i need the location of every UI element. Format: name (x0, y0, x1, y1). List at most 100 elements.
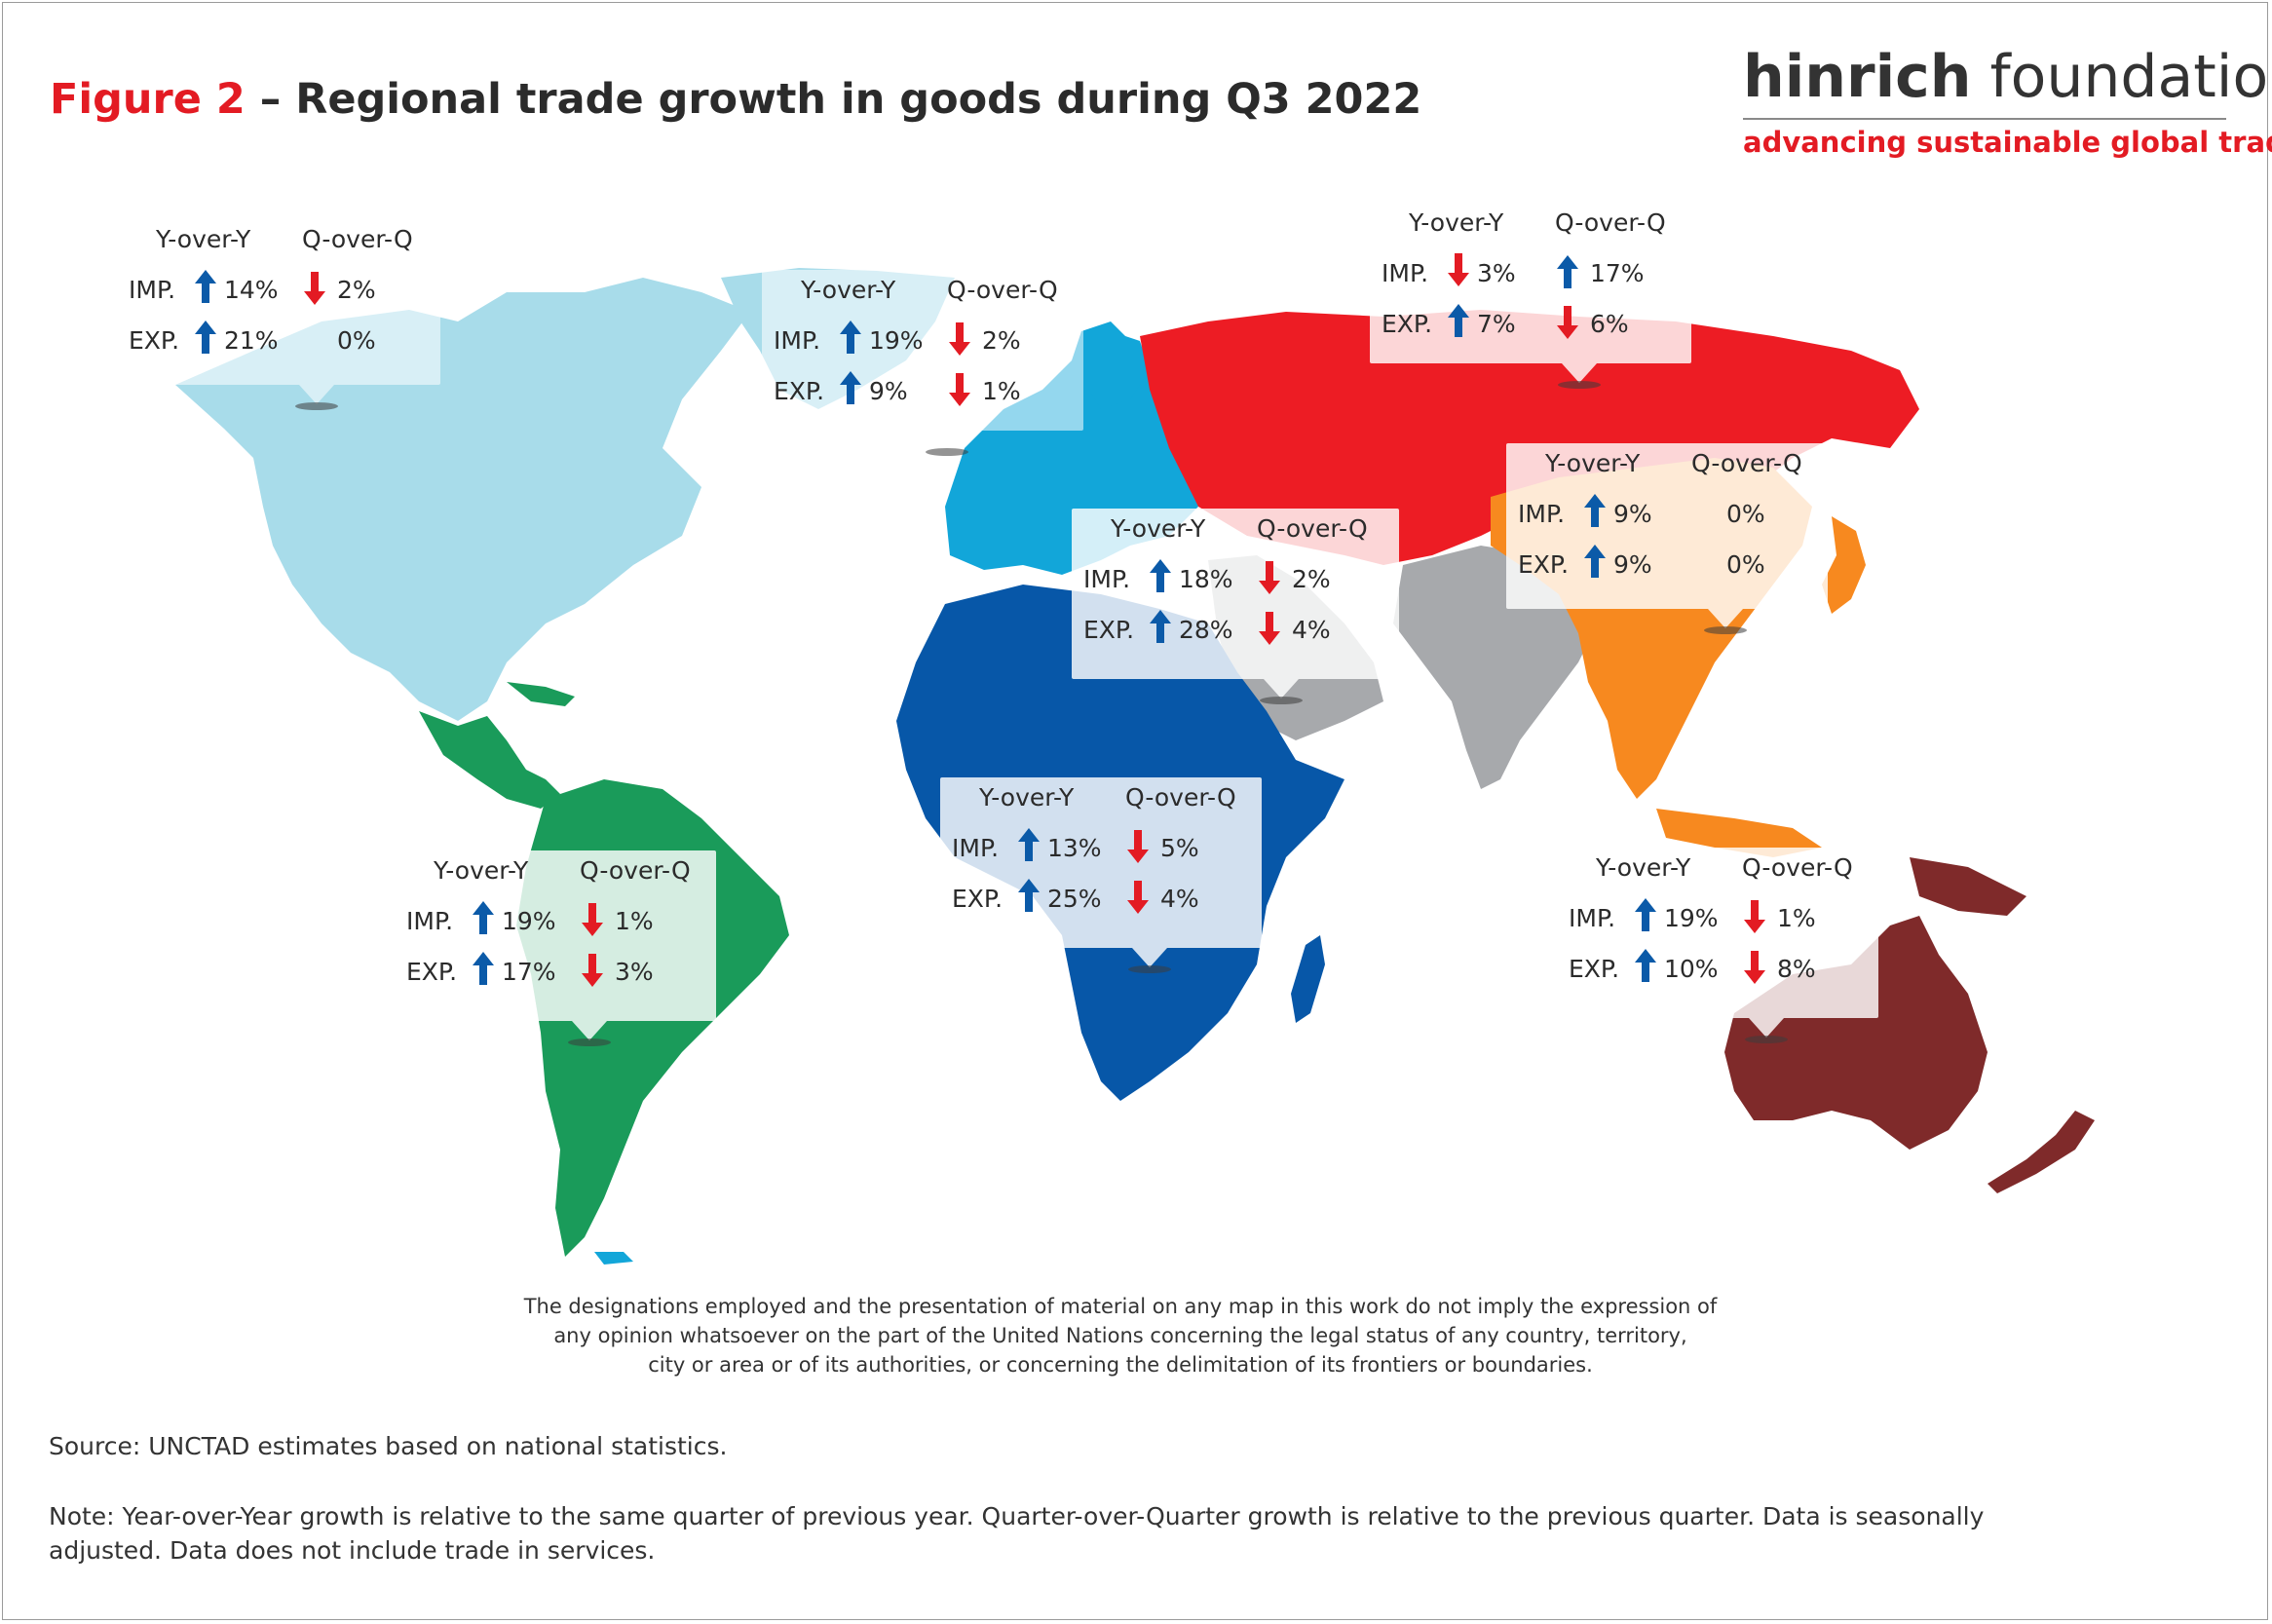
region-box-latin-america: Y-over-Y Q-over-Q IMP. 19% 1% EXP. 17% 3% (395, 850, 716, 1046)
exp-qoq-value: 3% (615, 958, 654, 986)
qoq-header: Q-over-Q (1742, 853, 1853, 882)
box-pointer-shadow (926, 448, 968, 456)
box-pointer-shadow (295, 402, 338, 410)
yoy-header: Y-over-Y (1409, 208, 1504, 237)
imp-qoq-value: 2% (337, 276, 376, 304)
yoy-header: Y-over-Y (1545, 449, 1641, 477)
arrow-down-icon (1259, 612, 1280, 645)
exp-yoy-value: 28% (1179, 616, 1233, 644)
arrow-up-icon (1018, 879, 1040, 912)
figure-title: Figure 2 – Regional trade growth in good… (50, 75, 1421, 124)
region-cis (1140, 310, 1919, 565)
arrow-down-icon (1744, 900, 1765, 933)
exp-yoy-value: 21% (224, 326, 279, 355)
disclaimer-line: any opinion whatsoever on the part of th… (553, 1324, 1687, 1347)
arrow-down-icon (582, 954, 603, 987)
imp-qoq-value: 2% (982, 326, 1021, 355)
box-pointer (1132, 948, 1167, 967)
qoq-header: Q-over-Q (302, 225, 413, 253)
box-pointer (299, 385, 334, 404)
imp-label: IMP. (1518, 500, 1566, 528)
qoq-header: Q-over-Q (1125, 783, 1236, 812)
exp-yoy-value: 17% (502, 958, 556, 986)
yoy-header: Y-over-Y (1596, 853, 1691, 882)
qoq-header: Q-over-Q (580, 856, 691, 885)
box-pointer (1264, 679, 1299, 699)
imp-yoy-value: 9% (1613, 500, 1652, 528)
arrow-up-icon (840, 371, 861, 404)
region-box-east-asia: Y-over-Y Q-over-Q IMP. 9% 0% EXP. 9% 0% (1506, 443, 1828, 634)
exp-yoy-value: 9% (1613, 550, 1652, 579)
arrow-down-icon (1127, 881, 1149, 914)
yoy-header: Y-over-Y (979, 783, 1075, 812)
region-australia (1724, 916, 1988, 1150)
logo-divider (1743, 118, 2226, 120)
box-pointer-shadow (1704, 626, 1747, 634)
exp-qoq-value: 1% (982, 377, 1021, 405)
arrow-up-icon (840, 321, 861, 354)
region-central-america (419, 711, 560, 809)
imp-label: IMP. (406, 907, 454, 935)
imp-yoy-value: 19% (1664, 904, 1719, 932)
imp-yoy-value: 3% (1477, 259, 1516, 287)
exp-qoq-value: 4% (1292, 616, 1331, 644)
qoq-header: Q-over-Q (1555, 208, 1666, 237)
disclaimer-line: The designations employed and the presen… (523, 1295, 1718, 1318)
imp-label: IMP. (952, 834, 1000, 862)
box-pointer (1562, 363, 1597, 383)
qoq-header: Q-over-Q (1257, 514, 1368, 543)
region-new-zealand (1988, 1111, 2095, 1193)
arrow-up-icon (1448, 304, 1469, 337)
imp-yoy-value: 14% (224, 276, 279, 304)
arrow-up-icon (195, 270, 216, 303)
yoy-header: Y-over-Y (156, 225, 251, 253)
box-pointer-shadow (568, 1039, 611, 1046)
imp-label: IMP. (1083, 565, 1131, 593)
imp-yoy-value: 19% (869, 326, 924, 355)
exp-label: EXP. (1518, 550, 1570, 579)
region-box-west-asia: Y-over-Y Q-over-Q IMP. 18% 2% EXP. 28% 4% (1072, 509, 1399, 704)
exp-label: EXP. (1083, 616, 1135, 644)
hinrich-foundation-logo: hinrich foundation advancing sustainable… (1743, 42, 2272, 159)
box-pointer (929, 431, 965, 450)
logo-wordmark: hinrich foundation (1743, 42, 2272, 112)
region-tierra-del-fuego (594, 1252, 633, 1265)
arrow-down-icon (1259, 561, 1280, 594)
region-box-oceania: Y-over-Y Q-over-Q IMP. 19% 1% EXP. 10% 8% (1557, 848, 1878, 1043)
source-note: Source: UNCTAD estimates based on nation… (49, 1432, 728, 1460)
imp-label: IMP. (1569, 904, 1616, 932)
arrow-down-icon (1744, 951, 1765, 984)
imp-yoy-value: 18% (1179, 565, 1233, 593)
exp-yoy-value: 25% (1047, 885, 1102, 913)
exp-label: EXP. (406, 958, 458, 986)
yoy-header: Y-over-Y (1111, 514, 1206, 543)
disclaimer-line: city or area or of its authorities, or c… (648, 1353, 1593, 1377)
exp-label: EXP. (1382, 310, 1433, 338)
region-papua (1910, 857, 2026, 916)
arrow-up-icon (195, 321, 216, 354)
region-box-africa: Y-over-Y Q-over-Q IMP. 13% 5% EXP. 25% 4% (940, 777, 1262, 973)
box-pointer-shadow (1745, 1036, 1788, 1043)
arrow-up-icon (1635, 898, 1656, 931)
box-pointer-shadow (1558, 381, 1601, 389)
arrow-up-icon (1150, 610, 1171, 643)
arrow-up-icon (473, 952, 494, 985)
arrow-up-icon (1635, 949, 1656, 982)
figure-title-text: – Regional trade growth in goods during … (245, 75, 1422, 124)
exp-qoq-value: 8% (1777, 955, 1816, 983)
arrow-down-icon (949, 322, 970, 356)
arrow-down-icon (304, 272, 325, 305)
region-japan (1822, 516, 1866, 614)
exp-qoq-value: 0% (1726, 550, 1765, 579)
region-box-cis: Y-over-Y Q-over-Q IMP. 3% 17% EXP. 7% 6% (1370, 203, 1691, 389)
imp-qoq-value: 1% (615, 907, 654, 935)
imp-qoq-value: 1% (1777, 904, 1816, 932)
region-box-north-america: Y-over-Y Q-over-Q IMP. 14% 2% EXP. 21% 0% (117, 219, 440, 410)
methodology-note: Note: Year-over-Year growth is relative … (49, 1499, 2231, 1567)
yoy-header: Y-over-Y (434, 856, 529, 885)
arrow-up-icon (1557, 255, 1578, 288)
arrow-up-icon (1150, 559, 1171, 592)
box-pointer-shadow (1260, 697, 1303, 704)
arrow-down-icon (949, 373, 970, 406)
exp-qoq-value: 6% (1590, 310, 1629, 338)
